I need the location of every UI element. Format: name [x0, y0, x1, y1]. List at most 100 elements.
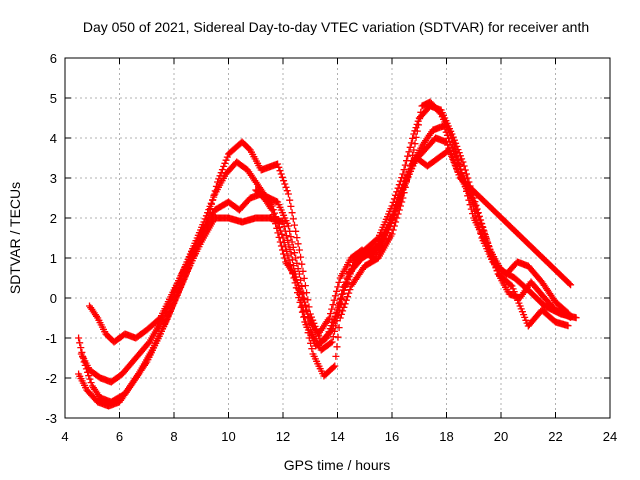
data-point	[274, 229, 282, 237]
data-point	[398, 174, 406, 182]
data-point	[391, 210, 399, 218]
data-point	[298, 308, 306, 316]
data-point	[281, 254, 289, 262]
series-trace-c	[75, 98, 572, 410]
data-point	[299, 294, 307, 302]
data-point	[218, 166, 226, 174]
data-point	[471, 203, 479, 211]
data-point	[286, 196, 294, 204]
data-point	[331, 362, 339, 370]
data-point	[338, 290, 346, 298]
y-tick-label: 1	[50, 251, 57, 266]
data-point	[337, 310, 345, 318]
data-point	[75, 334, 83, 342]
data-point	[329, 301, 337, 309]
data-point	[468, 194, 476, 202]
data-point	[220, 162, 228, 170]
data-point	[273, 224, 281, 232]
data-point	[284, 190, 292, 198]
data-point	[288, 209, 296, 217]
data-point	[334, 333, 342, 341]
x-tick-label: 4	[61, 429, 68, 444]
data-point	[331, 292, 339, 300]
data-point	[388, 216, 396, 224]
data-point	[412, 133, 420, 141]
data-point	[417, 108, 425, 116]
data-point	[411, 140, 419, 148]
data-point	[339, 307, 347, 315]
data-point	[475, 213, 483, 221]
y-axis-label: SDTVAR / TECUs	[7, 182, 23, 294]
data-point	[453, 165, 460, 173]
data-point	[325, 328, 333, 336]
data-point	[278, 173, 286, 181]
data-point	[324, 331, 332, 339]
data-point	[291, 221, 298, 229]
y-tick-labels: -3 -2 -1 0 1 2 3 4 5 6	[45, 51, 57, 426]
data-point	[281, 180, 289, 188]
data-point	[86, 375, 94, 383]
data-point	[473, 206, 480, 214]
x-tick-label: 22	[548, 429, 562, 444]
chart-title: Day 050 of 2021, Sidereal Day-to-day VTE…	[83, 19, 589, 35]
data-point	[327, 322, 335, 330]
data-point	[436, 109, 444, 117]
data-point	[447, 141, 455, 149]
data-point	[399, 170, 407, 178]
data-point	[299, 267, 307, 275]
data-point	[466, 201, 474, 209]
data-point	[386, 222, 394, 230]
y-tick-label: 0	[50, 291, 57, 306]
data-point	[393, 214, 401, 222]
x-tick-label: 18	[439, 429, 453, 444]
data-point	[207, 199, 215, 207]
data-point	[304, 310, 312, 318]
data-point	[275, 163, 283, 171]
y-tick-label: 6	[50, 51, 57, 66]
data-point	[222, 156, 230, 164]
x-tick-label: 14	[330, 429, 344, 444]
data-point	[446, 138, 454, 146]
data-point	[392, 206, 400, 214]
data-point	[333, 287, 341, 295]
data-point	[336, 298, 344, 306]
data-point	[385, 226, 393, 234]
series-trace-e	[252, 146, 575, 338]
data-point	[341, 300, 349, 308]
data-point	[308, 345, 316, 353]
data-point	[276, 238, 284, 246]
x-tick-labels: 4 6 8 10 12 14 16 18 20 22 24	[61, 429, 617, 444]
data-point	[292, 227, 300, 235]
x-tick-label: 20	[494, 429, 508, 444]
data-point	[380, 238, 388, 246]
y-tick-label: -3	[45, 411, 57, 426]
data-point	[441, 125, 449, 133]
data-point	[479, 226, 487, 234]
y-tick-label: 5	[50, 91, 57, 106]
data-point	[390, 213, 397, 221]
data-point	[300, 298, 308, 306]
data-point	[302, 302, 310, 310]
data-point	[280, 177, 288, 185]
data-point	[328, 338, 336, 346]
axis-ticks	[64, 57, 611, 419]
data-point	[294, 240, 302, 248]
data-point	[406, 143, 414, 151]
data-point	[303, 306, 311, 314]
data-point	[345, 289, 353, 297]
data-point	[340, 286, 348, 294]
data-point	[442, 128, 450, 136]
data-point	[337, 294, 345, 302]
y-tick-label: 3	[50, 171, 57, 186]
data-point	[287, 202, 295, 210]
data-point	[567, 281, 575, 289]
data-point	[334, 283, 342, 291]
data-point	[400, 182, 408, 190]
data-point	[205, 206, 213, 214]
x-tick-label: 6	[116, 429, 123, 444]
data-point	[476, 216, 484, 224]
data-point	[210, 193, 218, 201]
data-point	[76, 339, 84, 347]
data-point	[448, 152, 456, 160]
data-point	[564, 322, 572, 330]
